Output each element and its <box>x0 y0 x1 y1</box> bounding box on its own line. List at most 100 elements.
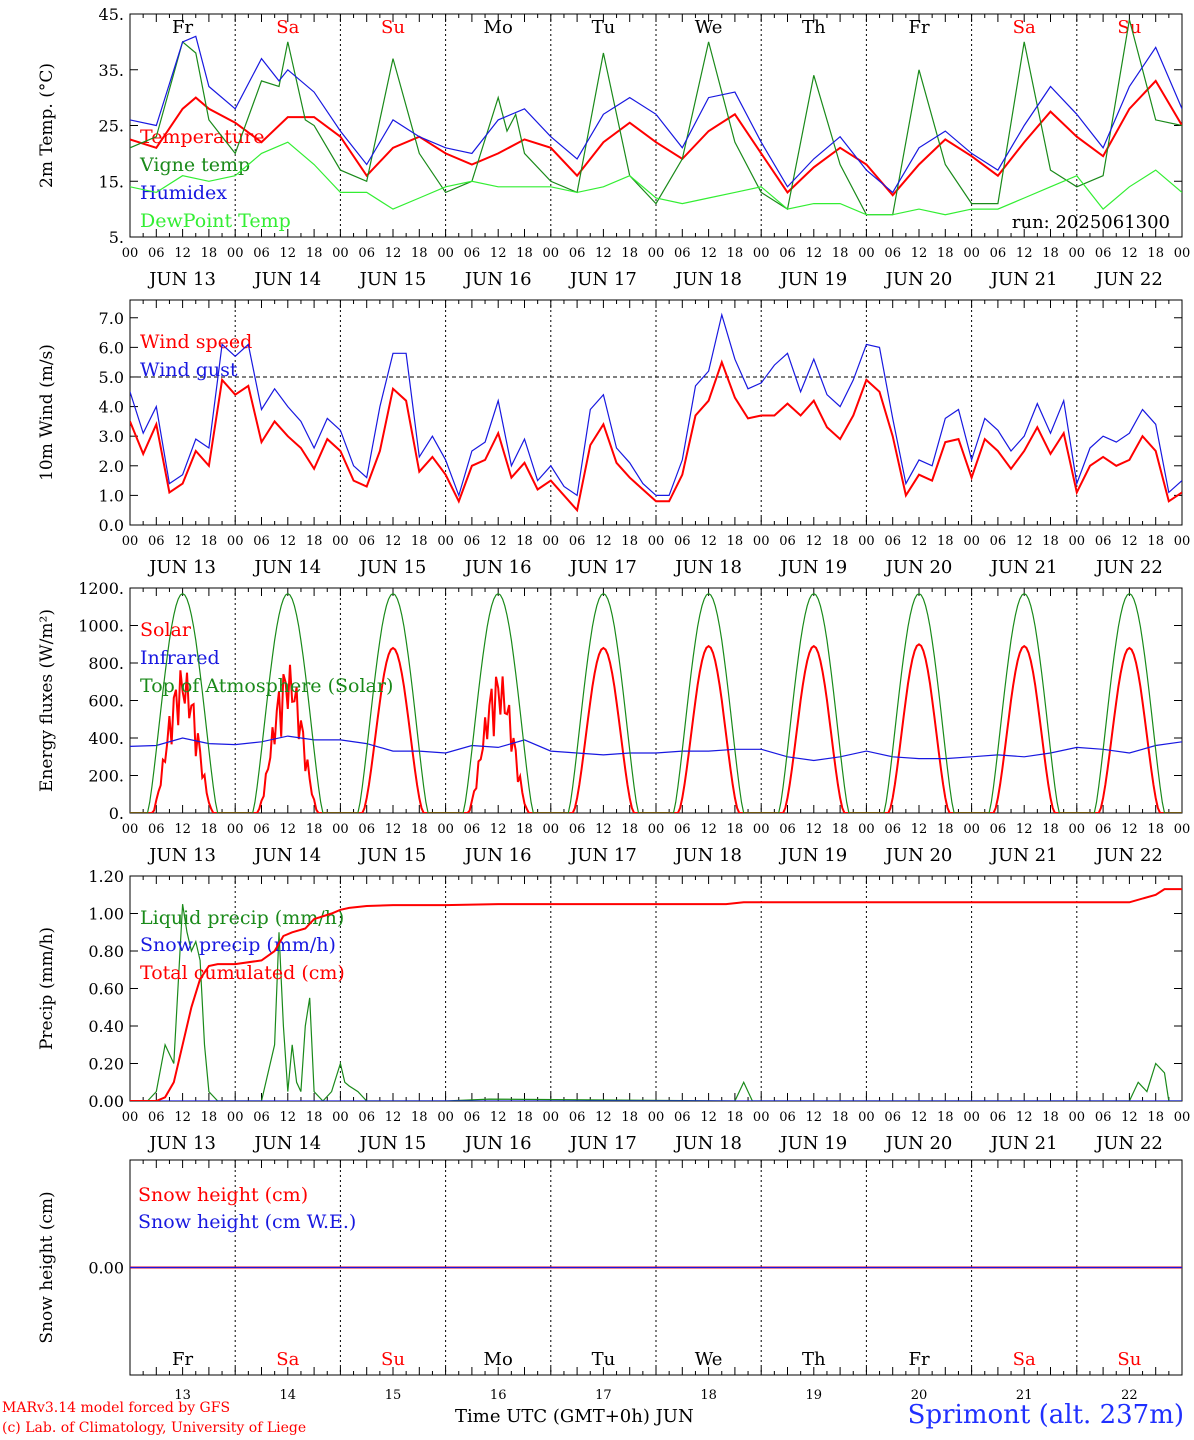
hour-tick-label: 06 <box>884 822 901 837</box>
hour-tick-label: 06 <box>253 246 270 261</box>
hour-tick-label: 00 <box>543 1110 560 1125</box>
legend-entry: Infrared <box>140 647 220 669</box>
hour-tick-label: 18 <box>1147 246 1164 261</box>
hour-tick-label: 12 <box>806 822 823 837</box>
hour-tick-label: 06 <box>1095 1110 1112 1125</box>
day-number: 19 <box>806 1388 823 1403</box>
hour-tick-label: 12 <box>490 1110 507 1125</box>
hour-tick-label: 12 <box>1121 1110 1138 1125</box>
date-label: JUN 19 <box>778 269 847 290</box>
y-tick-label: 25. <box>99 117 124 136</box>
hour-tick-label: 00 <box>753 534 770 549</box>
hour-tick-label: 12 <box>385 822 402 837</box>
hour-tick-label: 12 <box>700 822 717 837</box>
hour-tick-label: 18 <box>306 1110 323 1125</box>
date-label: JUN 17 <box>568 557 637 578</box>
hour-tick-label: 12 <box>806 246 823 261</box>
hour-tick-label: 12 <box>1121 822 1138 837</box>
hour-tick-label: 06 <box>779 246 796 261</box>
date-label: JUN 17 <box>568 1133 637 1154</box>
hour-tick-label: 06 <box>358 1110 375 1125</box>
hour-tick-label: 18 <box>411 246 428 261</box>
hour-tick-label: 18 <box>937 246 954 261</box>
hour-tick-label: 00 <box>227 534 244 549</box>
date-label: JUN 20 <box>884 269 953 290</box>
hour-tick-label: 00 <box>648 534 665 549</box>
legend-entry: Total cumulated (cm) <box>140 962 345 984</box>
day-label: Fr <box>172 17 193 38</box>
hour-tick-label: 00 <box>858 246 875 261</box>
hour-tick-label: 00 <box>437 534 454 549</box>
location-title: Sprimont (alt. 237m) <box>907 1400 1184 1430</box>
y-tick-label: 1.20 <box>88 867 124 886</box>
legend-entry: Snow precip (mm/h) <box>140 934 336 956</box>
hour-tick-label: 18 <box>516 822 533 837</box>
hour-tick-label: 18 <box>621 246 638 261</box>
day-label: Fr <box>908 17 929 38</box>
hour-tick-label: 18 <box>832 534 849 549</box>
legend-entry: Top of Atmosphere (Solar) <box>140 675 393 697</box>
model-credit: MARv3.14 model forced by GFS <box>2 1400 231 1416</box>
day-number: 22 <box>1121 1388 1138 1403</box>
y-tick-label: 2.0 <box>99 457 124 476</box>
day-number: 20 <box>911 1388 928 1403</box>
date-label: JUN 20 <box>884 557 953 578</box>
hour-tick-label: 12 <box>700 246 717 261</box>
hour-tick-label: 18 <box>306 246 323 261</box>
hour-tick-label: 06 <box>148 1110 165 1125</box>
legend-entry: Liquid precip (mm/h) <box>140 907 344 929</box>
hour-tick-label: 06 <box>253 534 270 549</box>
hour-tick-label: 12 <box>280 246 297 261</box>
legend-entry: Snow height (cm) <box>138 1184 308 1206</box>
date-label: JUN 22 <box>1094 1133 1163 1154</box>
hour-tick-label: 18 <box>306 822 323 837</box>
day-label: Su <box>1117 1349 1141 1370</box>
day-label: Sa <box>276 17 299 38</box>
hour-tick-label: 06 <box>990 822 1007 837</box>
y-tick-label: 5. <box>109 228 124 247</box>
y-tick-label: 0.0 <box>99 516 124 535</box>
hour-tick-label: 00 <box>648 822 665 837</box>
date-label: JUN 21 <box>989 1133 1058 1154</box>
hour-tick-label: 00 <box>332 1110 349 1125</box>
hour-tick-label: 12 <box>174 822 191 837</box>
hour-tick-label: 06 <box>253 1110 270 1125</box>
hour-tick-label: 18 <box>621 1110 638 1125</box>
hour-tick-label: 18 <box>201 534 218 549</box>
y-tick-label: 35. <box>99 61 124 80</box>
hour-tick-label: 06 <box>148 246 165 261</box>
series-line <box>130 79 1182 197</box>
day-label: Sa <box>1013 1349 1036 1370</box>
legend-entry: Wind gust <box>140 359 238 381</box>
hour-tick-label: 00 <box>437 822 454 837</box>
hour-tick-label: 12 <box>911 1110 928 1125</box>
hour-tick-label: 18 <box>411 534 428 549</box>
hour-tick-label: 06 <box>674 246 691 261</box>
hour-tick-label: 12 <box>385 1110 402 1125</box>
day-number: 15 <box>385 1388 402 1403</box>
hour-tick-label: 18 <box>306 534 323 549</box>
hour-tick-label: 06 <box>358 822 375 837</box>
date-label: JUN 17 <box>568 845 637 866</box>
date-label: JUN 22 <box>1094 269 1163 290</box>
hour-tick-label: 06 <box>674 1110 691 1125</box>
legend-entry: Solar <box>140 619 192 641</box>
date-label: JUN 14 <box>252 845 321 866</box>
hour-tick-label: 18 <box>516 246 533 261</box>
day-label: Th <box>802 17 826 38</box>
hour-tick-label: 18 <box>516 1110 533 1125</box>
hour-tick-label: 00 <box>122 822 139 837</box>
series-line <box>130 312 1182 498</box>
legend-entry: Wind speed <box>140 331 252 353</box>
hour-tick-label: 00 <box>858 822 875 837</box>
date-label: JUN 19 <box>778 557 847 578</box>
hour-tick-label: 12 <box>595 534 612 549</box>
y-tick-label: 6.0 <box>99 338 124 357</box>
hour-tick-label: 12 <box>490 822 507 837</box>
date-label: JUN 13 <box>147 269 216 290</box>
hour-tick-label: 12 <box>490 246 507 261</box>
hour-tick-label: 12 <box>1016 246 1033 261</box>
date-label: JUN 18 <box>673 845 742 866</box>
hour-tick-label: 12 <box>595 1110 612 1125</box>
y-axis-label: Precip (mm/h) <box>37 927 57 1050</box>
